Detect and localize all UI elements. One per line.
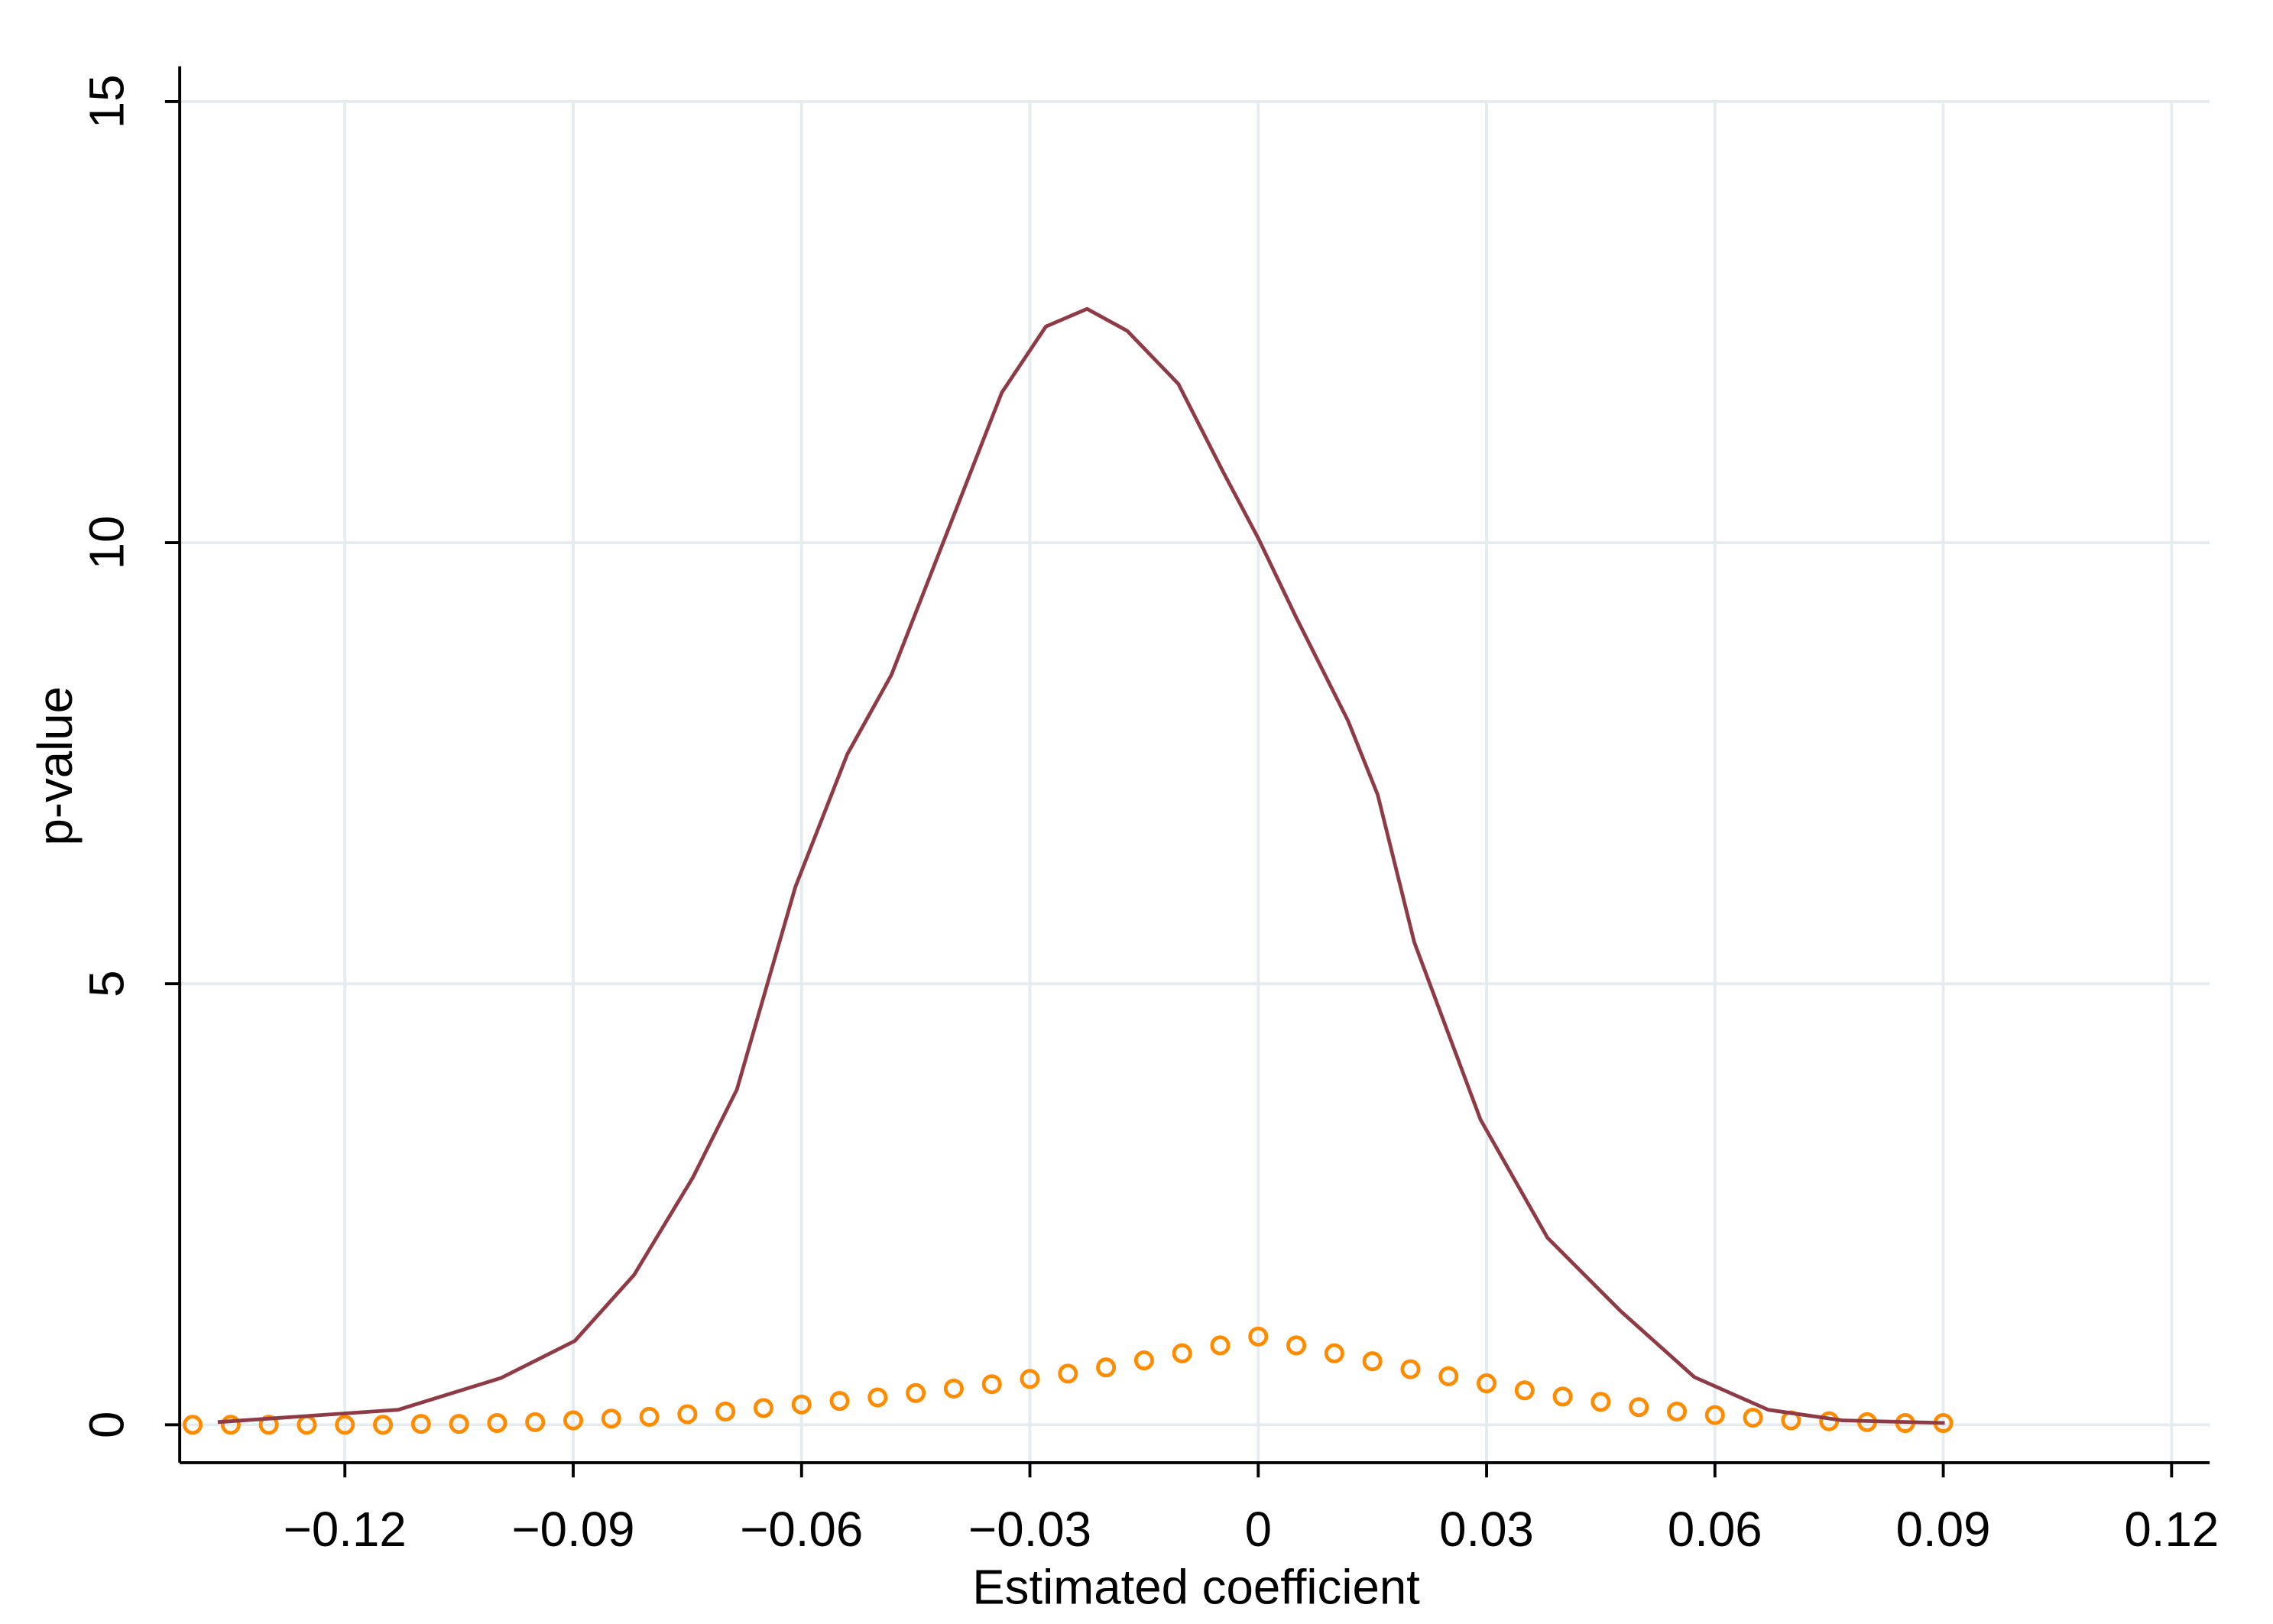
y-tick-label: 10 (79, 516, 134, 570)
point (449, 1414, 469, 1434)
point (258, 1415, 279, 1435)
grid (180, 99, 2210, 1463)
point (1210, 1335, 1231, 1356)
point (715, 1401, 736, 1421)
x-axis-label: Estimated coefficient (972, 1560, 1420, 1614)
point (906, 1383, 926, 1403)
point (487, 1412, 507, 1434)
point (981, 1374, 1002, 1395)
point (1058, 1363, 1078, 1384)
point (1286, 1335, 1307, 1356)
point (1362, 1351, 1383, 1372)
point (373, 1415, 394, 1435)
x-tick-label: −0.03 (968, 1502, 1091, 1557)
point (1667, 1401, 1688, 1421)
point (1248, 1326, 1269, 1347)
point (1172, 1343, 1192, 1363)
point (220, 1415, 241, 1435)
point (1704, 1405, 1725, 1425)
point (1133, 1350, 1154, 1371)
point (335, 1415, 355, 1435)
point (1629, 1397, 1649, 1418)
x-tick-label: 0.06 (1668, 1502, 1762, 1557)
point (1514, 1380, 1535, 1401)
point (183, 1415, 203, 1435)
point (829, 1391, 850, 1412)
point (601, 1408, 621, 1429)
point (1020, 1369, 1040, 1389)
point (943, 1378, 964, 1399)
point (1477, 1373, 1497, 1394)
point (1552, 1386, 1573, 1407)
x-tick-label: −0.12 (284, 1502, 407, 1557)
y-axis-label: p-value (28, 686, 83, 846)
y-tick-label: 0 (79, 1412, 134, 1438)
point (1438, 1366, 1459, 1386)
point (1819, 1411, 1840, 1431)
point (1096, 1357, 1117, 1378)
point (753, 1398, 773, 1418)
x-tick-label: 0.12 (2124, 1502, 2219, 1557)
x-tick-label: −0.06 (740, 1502, 863, 1557)
x-tick-label: 0.03 (1439, 1502, 1534, 1557)
point (563, 1410, 584, 1431)
point (677, 1404, 698, 1425)
point (1324, 1343, 1344, 1363)
y-tick-label: 5 (79, 970, 134, 997)
y-tick-label: 15 (79, 75, 134, 129)
point (410, 1414, 431, 1434)
point (639, 1406, 660, 1427)
point (867, 1387, 888, 1408)
point (1400, 1359, 1421, 1379)
point (1590, 1392, 1611, 1412)
x-tick-label: 0.09 (1896, 1502, 1991, 1557)
point (791, 1394, 812, 1415)
x-tick-label: −0.09 (512, 1502, 635, 1557)
x-tick-label: 0 (1245, 1502, 1272, 1557)
point (525, 1412, 546, 1432)
density-line (217, 306, 1945, 1425)
point (1743, 1408, 1763, 1428)
